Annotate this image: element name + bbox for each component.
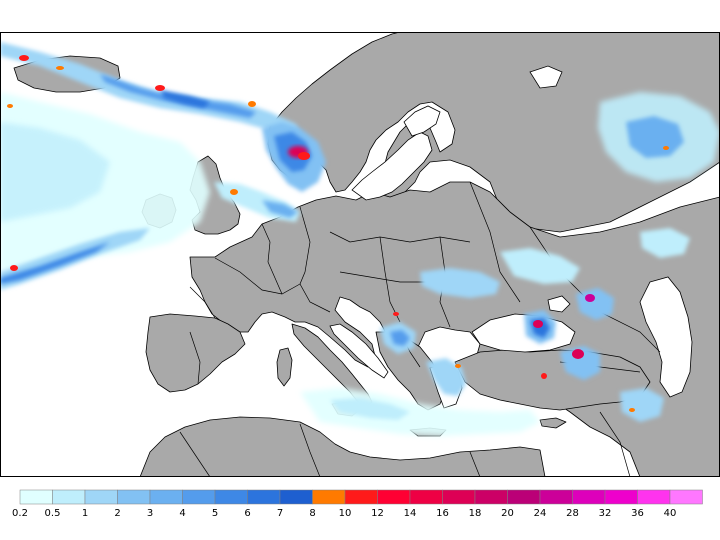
legend-swatch xyxy=(247,489,281,505)
legend-label: 5 xyxy=(212,508,218,519)
legend-label: 3 xyxy=(147,508,153,519)
legend-swatch xyxy=(19,489,53,505)
legend-label: 4 xyxy=(179,508,185,519)
legend-label: 14 xyxy=(404,508,417,519)
legend-swatch xyxy=(344,489,378,505)
sardinia-corsica xyxy=(276,347,293,387)
precipitation-fields xyxy=(0,42,720,436)
legend-swatch xyxy=(409,489,443,505)
legend-swatch xyxy=(312,489,346,505)
intense-cores xyxy=(7,55,669,412)
legend-swatches xyxy=(19,489,703,505)
legend-label: 10 xyxy=(339,508,352,519)
legend-swatch xyxy=(52,489,86,505)
legend-swatch xyxy=(507,489,541,505)
legend-label: 1 xyxy=(82,508,88,519)
legend-label: 40 xyxy=(664,508,677,519)
legend-swatch xyxy=(149,489,183,505)
legend-label: 18 xyxy=(469,508,482,519)
baltic-sea xyxy=(351,131,433,201)
legend-label: 36 xyxy=(631,508,644,519)
legend-swatch xyxy=(539,489,573,505)
legend-label: 6 xyxy=(244,508,250,519)
sea-of-azov xyxy=(547,295,571,313)
legend: 0.2 0.5 1 2 3 4 5 6 7 8 10 12 14 16 18 20 24 28 32 36 40 xyxy=(12,489,703,519)
north-africa xyxy=(139,416,546,477)
legend-label: 20 xyxy=(501,508,514,519)
legend-label: 16 xyxy=(436,508,449,519)
legend-labels: 0.2 0.5 1 2 3 4 5 6 7 8 10 12 14 16 18 20 24 28 32 36 40 xyxy=(12,508,676,519)
precipitation-map xyxy=(0,32,720,477)
cyprus xyxy=(539,417,567,429)
legend-label: 0.2 xyxy=(12,508,28,519)
legend-swatch xyxy=(214,489,248,505)
iberia xyxy=(145,313,246,393)
legend-swatch xyxy=(572,489,606,505)
legend-swatch xyxy=(84,489,118,505)
white-sea xyxy=(529,65,563,89)
legend-label: 32 xyxy=(599,508,612,519)
legend-label: 28 xyxy=(566,508,579,519)
legend-label: 2 xyxy=(114,508,120,519)
adriatic-sea xyxy=(329,323,389,379)
legend-label: 7 xyxy=(277,508,283,519)
legend-label: 24 xyxy=(534,508,547,519)
legend-swatch xyxy=(377,489,411,505)
legend-swatch xyxy=(474,489,508,505)
legend-swatch xyxy=(442,489,476,505)
legend-swatch xyxy=(604,489,638,505)
legend-swatch xyxy=(669,489,703,505)
caspian-sea xyxy=(639,276,693,398)
legend-label: 0.5 xyxy=(45,508,61,519)
legend-swatch xyxy=(182,489,216,505)
legend-swatch xyxy=(637,489,671,505)
legend-label: 12 xyxy=(371,508,384,519)
legend-swatch xyxy=(117,489,151,505)
gulf-of-bothnia xyxy=(403,105,441,137)
legend-swatch xyxy=(279,489,313,505)
legend-label: 8 xyxy=(309,508,315,519)
